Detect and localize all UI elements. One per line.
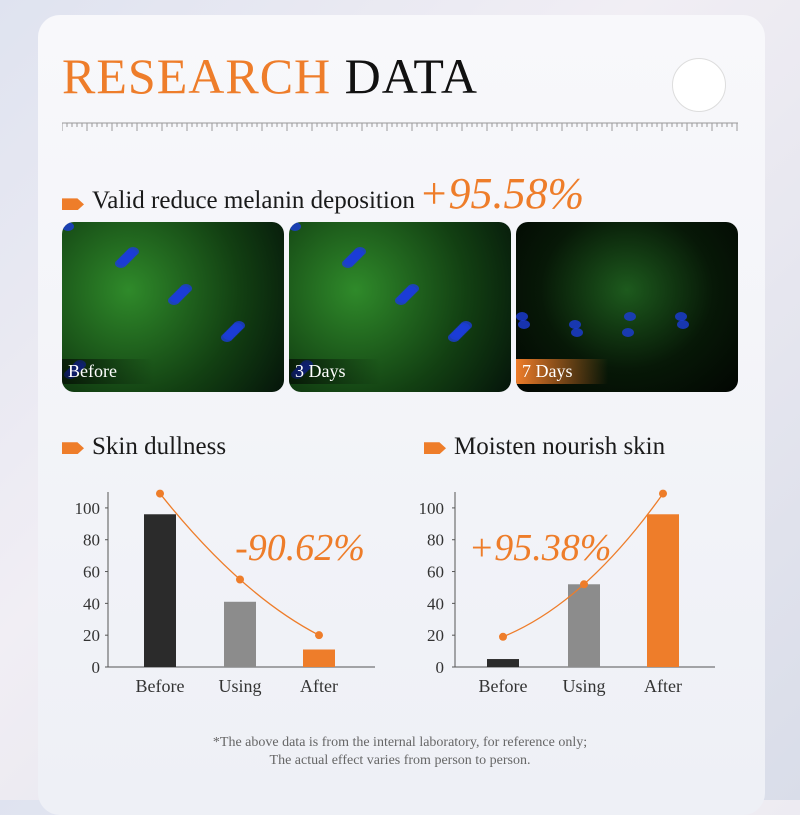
cell: [168, 296, 180, 305]
image-label: Before: [62, 359, 154, 384]
cell: [518, 320, 530, 329]
image-label: 3 Days: [289, 359, 381, 384]
subtitle-row: Valid reduce melanin deposition+95.58%: [62, 168, 584, 219]
subtitle-value: +95.58%: [418, 169, 585, 218]
chart-title: Skin dullness: [92, 433, 227, 460]
cell: [571, 328, 583, 337]
bullet: [424, 442, 446, 455]
micro-image: 3 Days: [289, 222, 511, 392]
bullet: [62, 198, 84, 211]
micro-image: 7 Days: [516, 222, 738, 392]
cell: [395, 296, 407, 305]
cell: [289, 222, 301, 231]
heading: RESEARCH DATA: [62, 48, 478, 104]
chart-title: Moisten nourish skin: [454, 433, 666, 460]
cell: [448, 333, 460, 342]
cell: [342, 259, 354, 268]
cell: [624, 312, 636, 321]
cell: [622, 328, 634, 337]
footnote: The actual effect varies from person to …: [269, 753, 531, 768]
cell: [677, 320, 689, 329]
heading-rest: DATA: [344, 48, 478, 104]
bullet: [62, 442, 84, 455]
logo: [672, 58, 726, 112]
card: [38, 15, 765, 815]
cell: [221, 333, 233, 342]
cell: [675, 312, 687, 321]
footnote: *The above data is from the internal lab…: [212, 735, 588, 750]
subtitle: Valid reduce melanin deposition: [92, 187, 415, 214]
cell: [115, 259, 127, 268]
chart-title-row: Moisten nourish skin: [424, 433, 665, 461]
ruler: [62, 122, 738, 131]
cell: [62, 222, 74, 231]
cell: [569, 320, 581, 329]
cell: [516, 312, 528, 321]
image-label: 7 Days: [516, 359, 608, 384]
chart-title-row: Skin dullness: [62, 433, 226, 461]
micro-image: Before: [62, 222, 284, 392]
heading-accent: RESEARCH: [62, 48, 332, 104]
